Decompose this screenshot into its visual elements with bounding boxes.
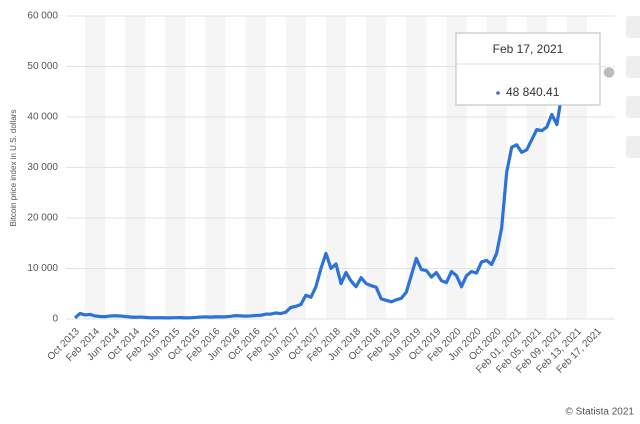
y-tick-label: 20 000 xyxy=(27,213,58,224)
tooltip: Feb 17, 2021 48 840.41 xyxy=(455,32,601,106)
line xyxy=(73,68,598,320)
y-tick-label: 60 000 xyxy=(27,11,58,22)
hover-marker xyxy=(602,65,616,80)
tooltip-value: 48 840.41 xyxy=(506,85,560,99)
y-tick-label: 50 000 xyxy=(27,61,58,72)
plot xyxy=(73,65,616,320)
tooltip-dot xyxy=(496,91,500,95)
toolbar xyxy=(626,16,640,158)
y-tick-label: 30 000 xyxy=(27,162,58,173)
y-tick-label: 0 xyxy=(52,314,58,325)
tool-button[interactable] xyxy=(626,16,640,38)
tool-button[interactable] xyxy=(626,136,640,158)
y-tick-label: 10 000 xyxy=(27,263,58,274)
source: © Statista 2021 xyxy=(565,407,634,418)
y-tick-label: 40 000 xyxy=(27,112,58,123)
y-axis-title: Bitcoin price index in U.S. dollars xyxy=(9,110,18,227)
tool-button[interactable] xyxy=(626,56,640,78)
tool-button[interactable] xyxy=(626,96,640,118)
tooltip-box xyxy=(455,32,601,106)
tooltip-title: Feb 17, 2021 xyxy=(493,42,564,56)
